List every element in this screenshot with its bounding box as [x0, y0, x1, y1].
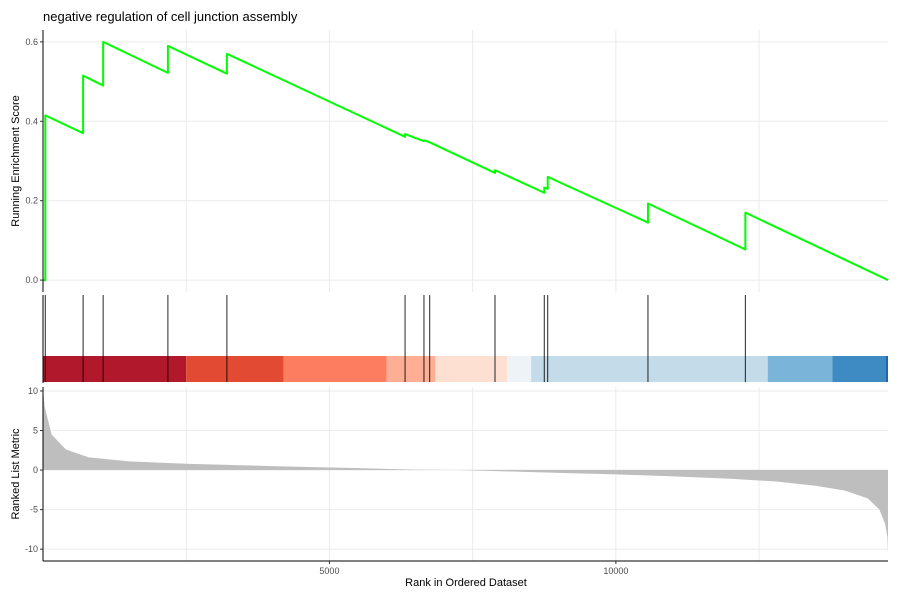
running-score-ticks: 0.0 0.2 0.4 0.6 [25, 37, 43, 285]
ranked-metric-axis-label: Ranked List Metric [10, 428, 22, 520]
color-bar-end [886, 356, 888, 382]
x-axis-label: Rank in Ordered Dataset [405, 577, 527, 589]
color-bar-band [435, 356, 508, 382]
y-tick-label: 0 [33, 465, 38, 475]
ranked-metric-ticks: -10 -5 0 5 10 [25, 386, 43, 554]
running-score-grid [43, 30, 888, 292]
y-tick-label: 0.4 [25, 116, 38, 126]
color-bar-band [507, 356, 532, 382]
color-bar-band [43, 356, 187, 382]
color-bar-band [832, 356, 888, 382]
x-ticks: 5000 10000 [319, 561, 628, 576]
y-tick-label: 0.2 [25, 196, 38, 206]
color-bar [43, 356, 888, 382]
ranked-metric-area [43, 389, 888, 555]
y-tick-label: 0.0 [25, 275, 38, 285]
x-tick-label: 10000 [603, 566, 628, 576]
y-tick-label: 10 [28, 386, 38, 396]
running-score-axis-label: Running Enrichment Score [10, 95, 22, 226]
color-bar-band [386, 356, 436, 382]
color-bar-band [767, 356, 833, 382]
color-bar-band [283, 356, 387, 382]
y-tick-label: -10 [25, 544, 38, 554]
hit-lines [44, 295, 746, 382]
color-bar-band [531, 356, 768, 382]
y-tick-label: -5 [30, 505, 38, 515]
y-tick-label: 5 [33, 426, 38, 436]
chart-title: negative regulation of cell junction ass… [43, 9, 298, 24]
y-tick-label: 0.6 [25, 37, 38, 47]
color-bar-band [186, 356, 284, 382]
running-score-line [43, 40, 889, 282]
x-tick-label: 5000 [319, 566, 339, 576]
